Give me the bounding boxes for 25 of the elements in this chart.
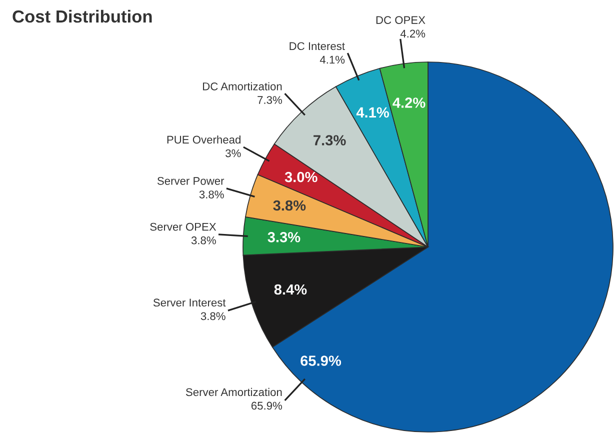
data-label: 4.2% (392, 98, 426, 108)
slice-label: DC Interest (290, 42, 345, 50)
data-label: 7.3% (314, 135, 346, 146)
text: 7.3% (258, 96, 282, 104)
text: 65.9% (251, 402, 282, 410)
text: 4.2% (400, 30, 426, 38)
slice-label: Server Interest (153, 298, 226, 307)
text: 3% (226, 149, 241, 158)
data-label: 3.0% (284, 172, 318, 182)
slice-label: PUE Overhead (167, 135, 240, 144)
chart-title: Cost Distribution (12, 10, 152, 23)
text: 3.8% (199, 190, 224, 198)
text: 3.8% (200, 312, 226, 320)
data-label: 4.1% (356, 107, 390, 118)
data-label: 3.3% (268, 232, 300, 242)
data-label: 8.4% (274, 284, 307, 295)
slice-label: DC Amortization (203, 82, 282, 90)
text: 3.8% (191, 236, 216, 244)
data-label: 65.9% (300, 356, 342, 366)
slice-label: Server Amortization (186, 388, 282, 396)
data-label: 3.8% (273, 200, 306, 211)
text: 4.1% (320, 56, 345, 64)
slice-label: Server OPEX (150, 222, 216, 231)
slice-label: Server Power (157, 177, 224, 185)
slice-label: DC OPEX (376, 16, 426, 24)
